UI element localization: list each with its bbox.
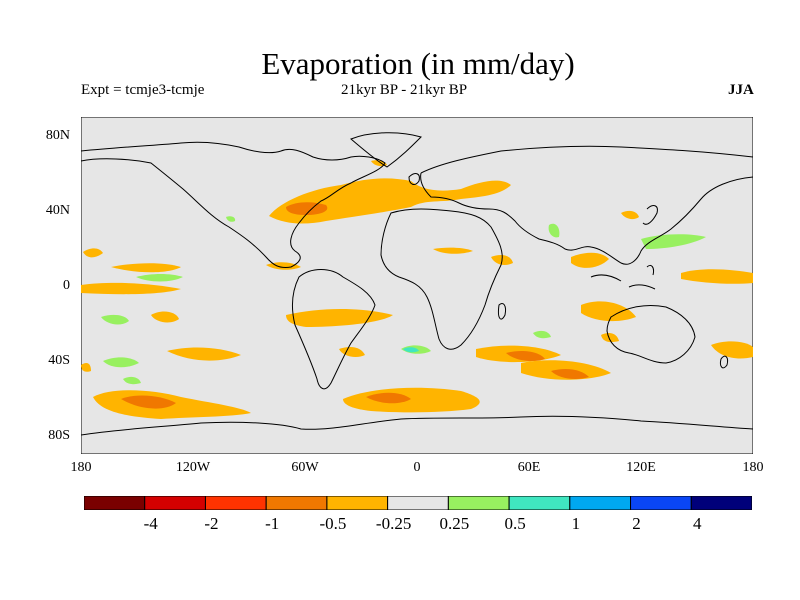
colorbar-label: 0.25: [439, 514, 470, 533]
coastlines: [81, 132, 753, 436]
x-tick-180e: 180: [742, 460, 764, 475]
coast-africa: [380, 208, 503, 350]
colorbar-label: -4: [143, 514, 158, 533]
colorbar-swatch: [690, 496, 752, 510]
anomaly-spac-green-2: [103, 357, 139, 368]
colorbar-label: -0.25: [375, 514, 412, 533]
anomaly-west-pacific: [571, 252, 609, 268]
coast-australia: [606, 304, 696, 364]
colorbar-label: 4: [693, 514, 702, 533]
colorbar-swatch: [508, 496, 571, 510]
anomaly-shading: [81, 160, 753, 419]
y-tick-0: 0: [63, 278, 70, 293]
anomaly-south-pacific-1: [151, 311, 179, 323]
coast-south-america: [291, 269, 376, 390]
evaporation-map: [81, 117, 753, 454]
anomaly-indian-subtropical: [433, 247, 473, 254]
anomaly-pacific-east: [681, 269, 753, 284]
colorbar-swatch: [387, 496, 449, 510]
y-tick-80n: 80N: [45, 128, 70, 143]
colorbar-label: -2: [204, 514, 219, 533]
anomaly-atlantic-green: [226, 216, 236, 222]
x-tick-60e: 60E: [517, 460, 541, 475]
anomaly-east-australia: [601, 333, 619, 343]
coast-north-america: [81, 141, 386, 268]
colorbar-swatch: [569, 496, 632, 510]
colorbar-label: -0.5: [319, 514, 347, 533]
colorbar-swatch: [144, 496, 206, 510]
anomaly-south-pacific-3: [81, 363, 91, 372]
anomaly-npac-green: [136, 274, 183, 282]
coast-uk: [408, 173, 420, 185]
season-label: JJA: [728, 82, 754, 98]
colorbar: [84, 496, 752, 510]
y-tick-40n: 40N: [45, 203, 70, 218]
colorbar-swatch: [84, 496, 146, 510]
y-tick-40s: 40S: [48, 353, 70, 368]
coast-japan: [642, 205, 658, 225]
colorbar-label: 0.5: [504, 514, 526, 533]
anomaly-southern-ocean-pacific-core: [121, 395, 176, 409]
coast-antarctica: [81, 415, 753, 436]
colorbar-swatch: [265, 496, 328, 510]
anomaly-equatorial-pacific: [81, 282, 181, 295]
anomaly-near-australia: [711, 341, 753, 359]
anomaly-npac-2: [111, 263, 181, 273]
coast-new-zealand: [720, 355, 728, 369]
x-tick-180w: 180: [70, 460, 92, 475]
anomaly-southern-ocean-atlantic-core: [366, 392, 411, 404]
coast-greenland: [350, 132, 422, 168]
anomaly-south-atlantic-teal: [403, 347, 419, 353]
chart-title: Evaporation (in mm/day): [261, 46, 575, 81]
colorbar-label: -1: [265, 514, 280, 533]
period-label: 21kyr BP - 21kyr BP: [341, 82, 468, 98]
x-tick-0: 0: [413, 460, 421, 475]
anomaly-southern-indian-orange: [506, 351, 545, 361]
anomaly-mediterranean: [411, 192, 433, 201]
colorbar-swatch: [630, 496, 692, 510]
anomaly-north-atlantic: [269, 178, 511, 224]
colorbar-label: 1: [571, 514, 581, 533]
x-tick-120w: 120W: [175, 460, 211, 475]
anomaly-npac-1: [83, 248, 103, 258]
anomaly-southern-indian-core: [551, 369, 589, 379]
anomaly-south-atlantic-1: [286, 309, 393, 327]
anomaly-japan: [621, 210, 639, 220]
coast-eurasia: [420, 145, 753, 265]
coast-indonesia: [590, 264, 656, 290]
anomaly-gulf-stream-core: [286, 202, 328, 215]
experiment-label: Expt = tcmje3-tcmje: [81, 82, 205, 98]
x-tick-60w: 60W: [291, 460, 319, 475]
colorbar-swatch: [326, 496, 389, 510]
coast-madagascar: [498, 302, 506, 320]
anomaly-madagascar-green: [533, 330, 551, 339]
anomaly-tibet: [548, 223, 560, 238]
anomaly-spac-green-1: [101, 314, 129, 325]
colorbar-swatch: [447, 496, 510, 510]
anomaly-south-atlantic-2: [339, 347, 365, 357]
anomaly-south-pacific-2: [167, 347, 241, 361]
anomaly-south-indian-1: [581, 301, 636, 322]
colorbar-swatch: [204, 496, 267, 510]
colorbar-label: 2: [632, 514, 641, 533]
anomaly-npac-3: [266, 262, 301, 270]
x-tick-120e: 120E: [626, 460, 656, 475]
y-tick-80s: 80S: [48, 428, 70, 443]
anomaly-spac-green-3: [123, 376, 141, 385]
